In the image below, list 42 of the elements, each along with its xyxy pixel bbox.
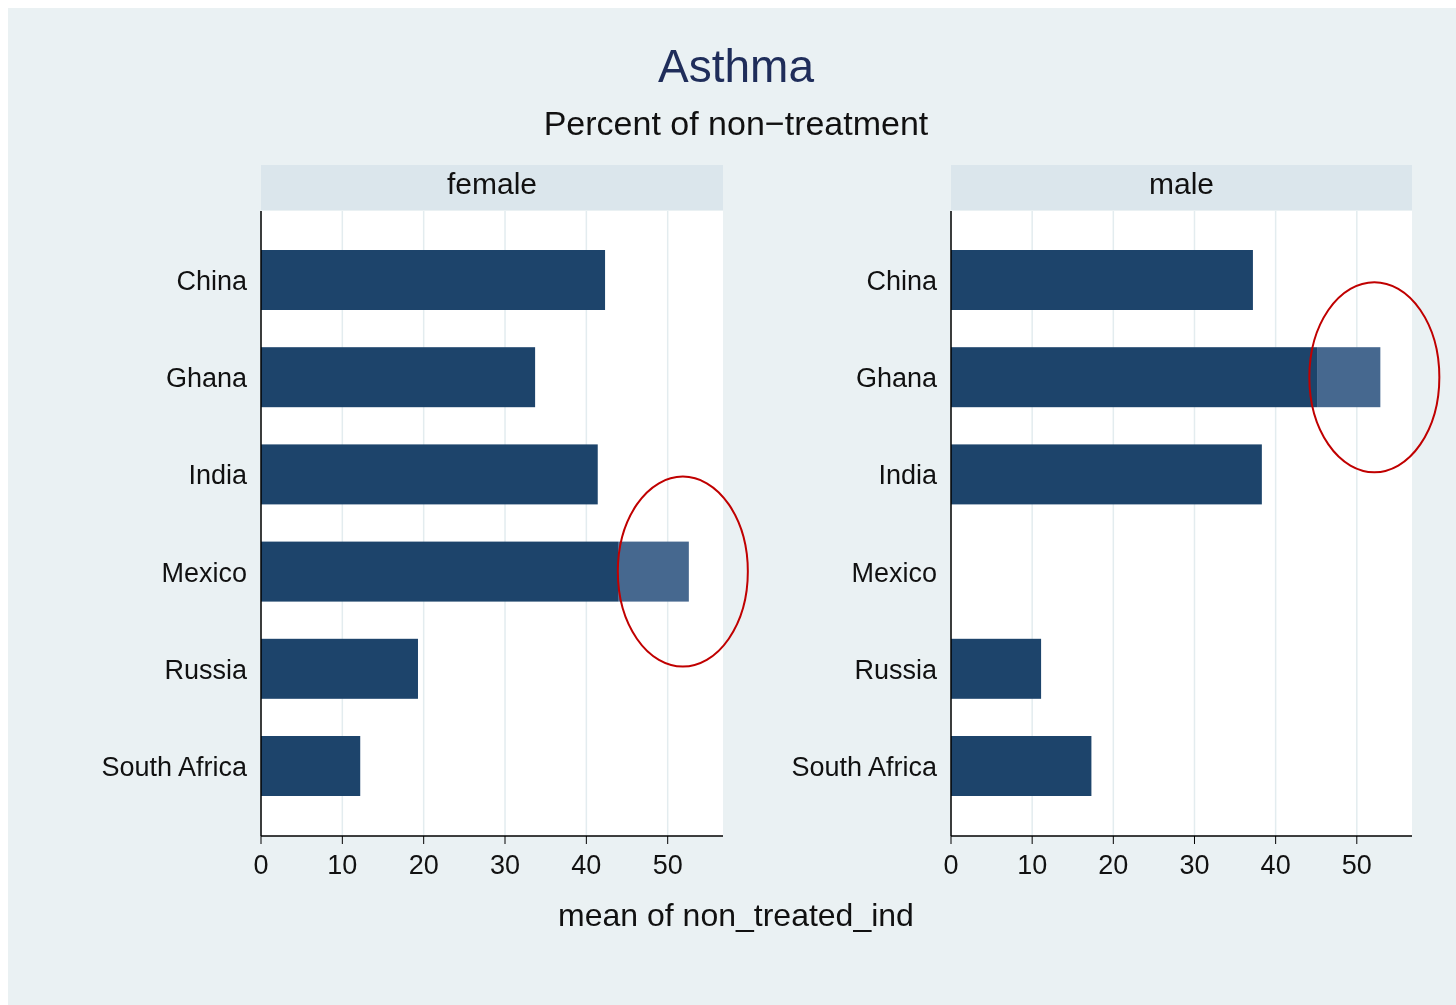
y-tick-label: India — [188, 460, 248, 491]
y-tick-label: South Africa — [791, 752, 938, 782]
bar — [951, 736, 1092, 796]
y-tick-label: China — [866, 266, 938, 296]
x-tick-label: 20 — [408, 850, 439, 880]
y-tick-label: Mexico — [851, 557, 937, 588]
chart-title: male — [1148, 167, 1215, 200]
bar — [261, 541, 619, 602]
bar — [261, 250, 606, 310]
x-tick-label: 0 — [943, 850, 959, 880]
x-tick-label: 30 — [1179, 850, 1210, 880]
bar — [1317, 347, 1381, 408]
text: Percent of non−treatment — [543, 104, 929, 142]
bar — [261, 638, 418, 699]
y-tick-label: China — [176, 266, 248, 296]
x-tick-label: 50 — [652, 850, 683, 880]
chart-title: female — [446, 167, 538, 200]
x-tick-label: 30 — [489, 850, 521, 880]
y-tick-label: Russia — [164, 654, 248, 685]
x-tick-label: 10 — [1017, 850, 1048, 880]
bar — [261, 347, 536, 408]
x-tick-label: 20 — [1098, 850, 1129, 880]
y-tick-label: Ghana — [165, 363, 248, 394]
bar — [261, 444, 598, 505]
y-tick-label: Mexico — [161, 557, 247, 588]
bar — [951, 444, 1262, 505]
x-tick-label: 40 — [1260, 850, 1291, 880]
x-tick-label: 10 — [327, 850, 358, 880]
y-tick-label: South Africa — [101, 752, 248, 782]
bar — [618, 541, 689, 602]
x-tick-label: 0 — [253, 850, 269, 880]
bar — [951, 250, 1253, 310]
bar — [951, 347, 1318, 408]
y-tick-label: India — [878, 460, 938, 491]
text: Asthma — [658, 40, 815, 92]
bar — [951, 638, 1042, 699]
y-tick-label: Ghana — [855, 363, 938, 394]
x-tick-label: 50 — [1341, 850, 1372, 880]
x-tick-label: 40 — [571, 850, 602, 880]
y-tick-label: Russia — [854, 654, 938, 685]
x-axis-title: mean of non_treated_ind — [558, 897, 914, 933]
bar — [261, 736, 361, 796]
